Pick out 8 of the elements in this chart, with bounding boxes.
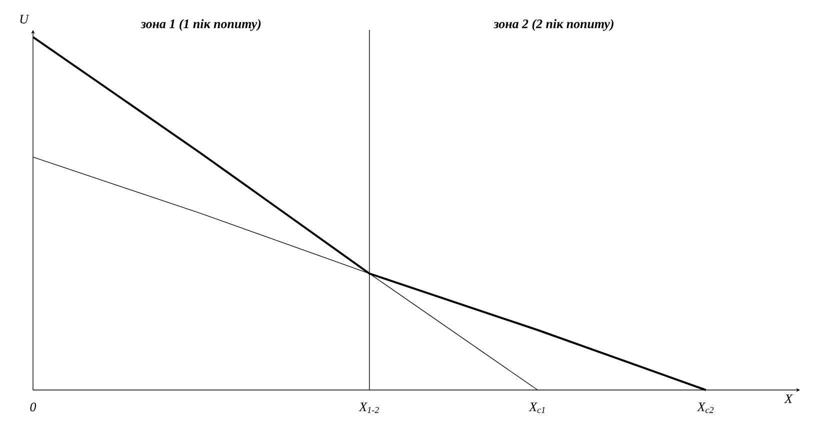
x-tick-label: X$_{c2}$	[696, 402, 714, 414]
y-axis-title: U	[20, 14, 30, 24]
x-tick-label: 0	[30, 402, 36, 412]
x-tick-label: X$_{1-2}$	[358, 402, 379, 413]
text: зона 2 (2 пік попиту)	[493, 19, 614, 31]
x-axis-title: X	[784, 394, 793, 403]
text: зона 1 (1 пік попиту)	[140, 19, 261, 31]
x-tick-label: X$_{c1}$	[528, 402, 545, 414]
